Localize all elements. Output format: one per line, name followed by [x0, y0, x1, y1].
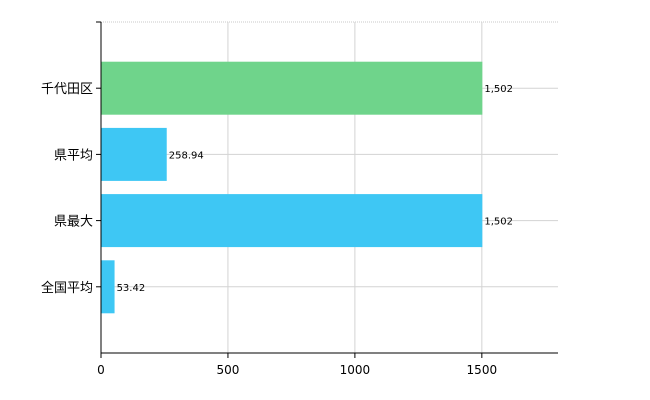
category-label: 全国平均 — [41, 280, 93, 296]
x-tick-label: 1500 — [467, 363, 498, 377]
bar — [101, 61, 483, 115]
data-label: 1,502 — [484, 84, 513, 95]
data-label: 1,502 — [484, 217, 513, 228]
data-label: 53.42 — [117, 283, 146, 294]
category-label: 県最大 — [54, 215, 93, 230]
bar — [101, 127, 167, 181]
bars — [101, 61, 483, 314]
category-label: 千代田区 — [41, 82, 93, 97]
x-tick-label: 0 — [97, 363, 105, 377]
x-tick-label: 1000 — [340, 363, 371, 377]
bar — [101, 260, 115, 314]
axes — [96, 21, 558, 358]
x-tick-label: 500 — [216, 363, 239, 377]
data-label: 258.94 — [169, 150, 204, 161]
labels: 1,502 千代田区 258.94 県平均 1,502 県最大 53.42 全国平均 0 500 1… — [41, 82, 513, 377]
category-label: 県平均 — [54, 148, 93, 163]
bar — [101, 194, 483, 248]
